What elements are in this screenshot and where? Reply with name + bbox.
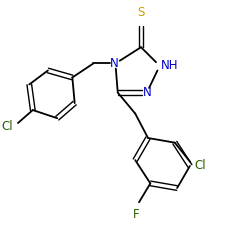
Text: F: F xyxy=(133,208,140,221)
Text: N: N xyxy=(110,57,119,70)
Text: S: S xyxy=(137,5,145,19)
Text: N: N xyxy=(142,86,151,99)
Text: NH: NH xyxy=(161,59,178,72)
Text: Cl: Cl xyxy=(1,120,13,133)
Text: Cl: Cl xyxy=(195,159,206,172)
